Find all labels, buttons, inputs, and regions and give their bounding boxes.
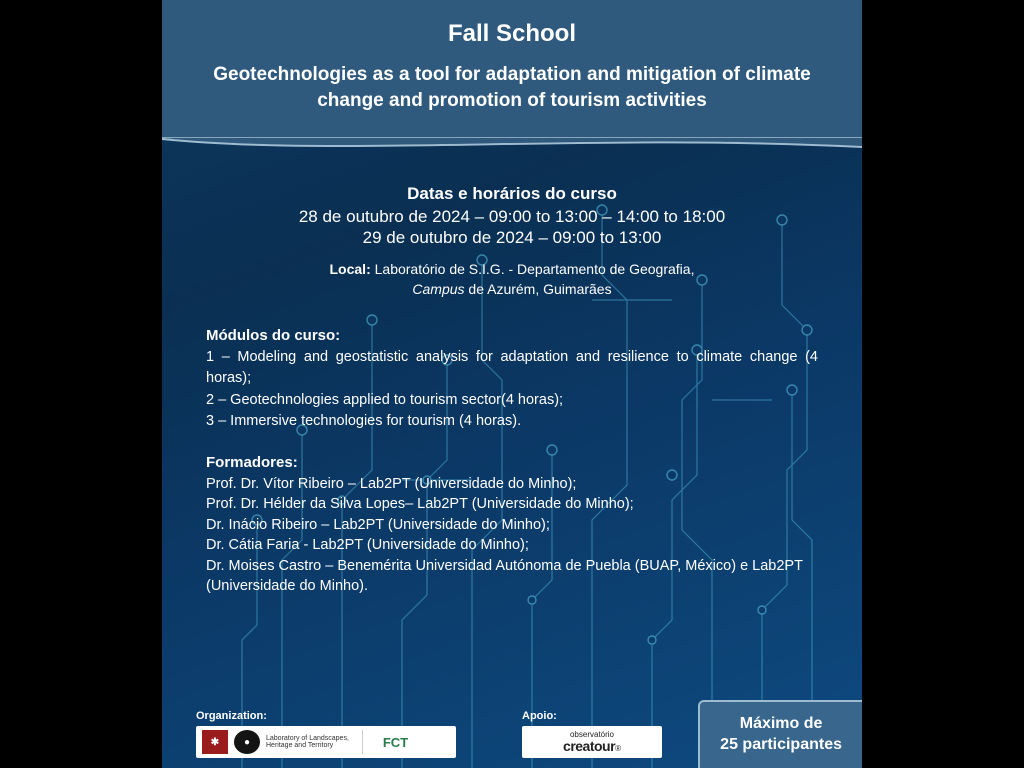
max-participants-box: Máximo de 25 participantes (698, 700, 862, 768)
header-band: Fall School Geotechnologies as a tool fo… (162, 0, 862, 139)
module-1: 1 – Modeling and geostatistic analysis f… (206, 347, 818, 389)
wave-divider (162, 138, 862, 152)
organization-logos: ✱ ● Laboratory of Landscapes, Heritage a… (196, 726, 456, 758)
local-text: Laboratório de S.I.G. - Departamento de … (371, 261, 695, 277)
modules-heading: Módulos do curso: (206, 327, 818, 344)
creatour-mark: ® (615, 744, 621, 753)
trainer-3: Dr. Inácio Ribeiro – Lab2PT (Universidad… (206, 515, 818, 536)
local-campus-prefix: Campus (412, 281, 464, 297)
trainer-5: Dr. Moises Castro – Benemérita Universid… (206, 556, 818, 597)
logo-fct: FCT (362, 730, 422, 754)
date-line-2: 29 de outubro de 2024 – 09:00 to 13:00 (206, 228, 818, 248)
local-block: Local: Laboratório de S.I.G. - Departame… (206, 260, 818, 299)
trainer-1: Prof. Dr. Vítor Ribeiro – Lab2PT (Univer… (206, 474, 818, 495)
local-campus-rest: de Azurém, Guimarães (465, 281, 612, 297)
poster: Fall School Geotechnologies as a tool fo… (162, 0, 862, 768)
organization-block: Organization: ✱ ● Laboratory of Landscap… (196, 710, 456, 758)
apoio-label: Apoio: (522, 710, 662, 722)
local-label: Local: (330, 261, 371, 277)
subtitle: Geotechnologies as a tool for adaptation… (192, 62, 832, 113)
apoio-block: Apoio: observatório creatour® (522, 710, 662, 758)
logo-lab-text: Laboratory of Landscapes, Heritage and T… (266, 730, 356, 754)
dates-heading: Datas e horários do curso (206, 184, 818, 204)
main-title: Fall School (192, 20, 832, 48)
footer: Organization: ✱ ● Laboratory of Landscap… (162, 696, 862, 768)
creatour-big: creatour (563, 738, 615, 754)
max-line-1: Máximo de (720, 714, 842, 735)
trainer-2: Prof. Dr. Hélder da Silva Lopes– Lab2PT … (206, 494, 818, 515)
trainers-heading: Formadores: (206, 454, 818, 471)
organization-label: Organization: (196, 710, 456, 722)
trainer-4: Dr. Cátia Faria - Lab2PT (Universidade d… (206, 535, 818, 556)
logo-red-icon: ✱ (202, 730, 228, 754)
apoio-logo: observatório creatour® (522, 726, 662, 758)
module-3: 3 – Immersive technologies for tourism (… (206, 411, 818, 432)
date-line-1: 28 de outubro de 2024 – 09:00 to 13:00 –… (206, 207, 818, 227)
max-line-2: 25 participantes (720, 735, 842, 756)
logo-dark-icon: ● (234, 730, 260, 754)
content-area: Datas e horários do curso 28 de outubro … (162, 152, 862, 607)
module-2: 2 – Geotechnologies applied to tourism s… (206, 390, 818, 411)
